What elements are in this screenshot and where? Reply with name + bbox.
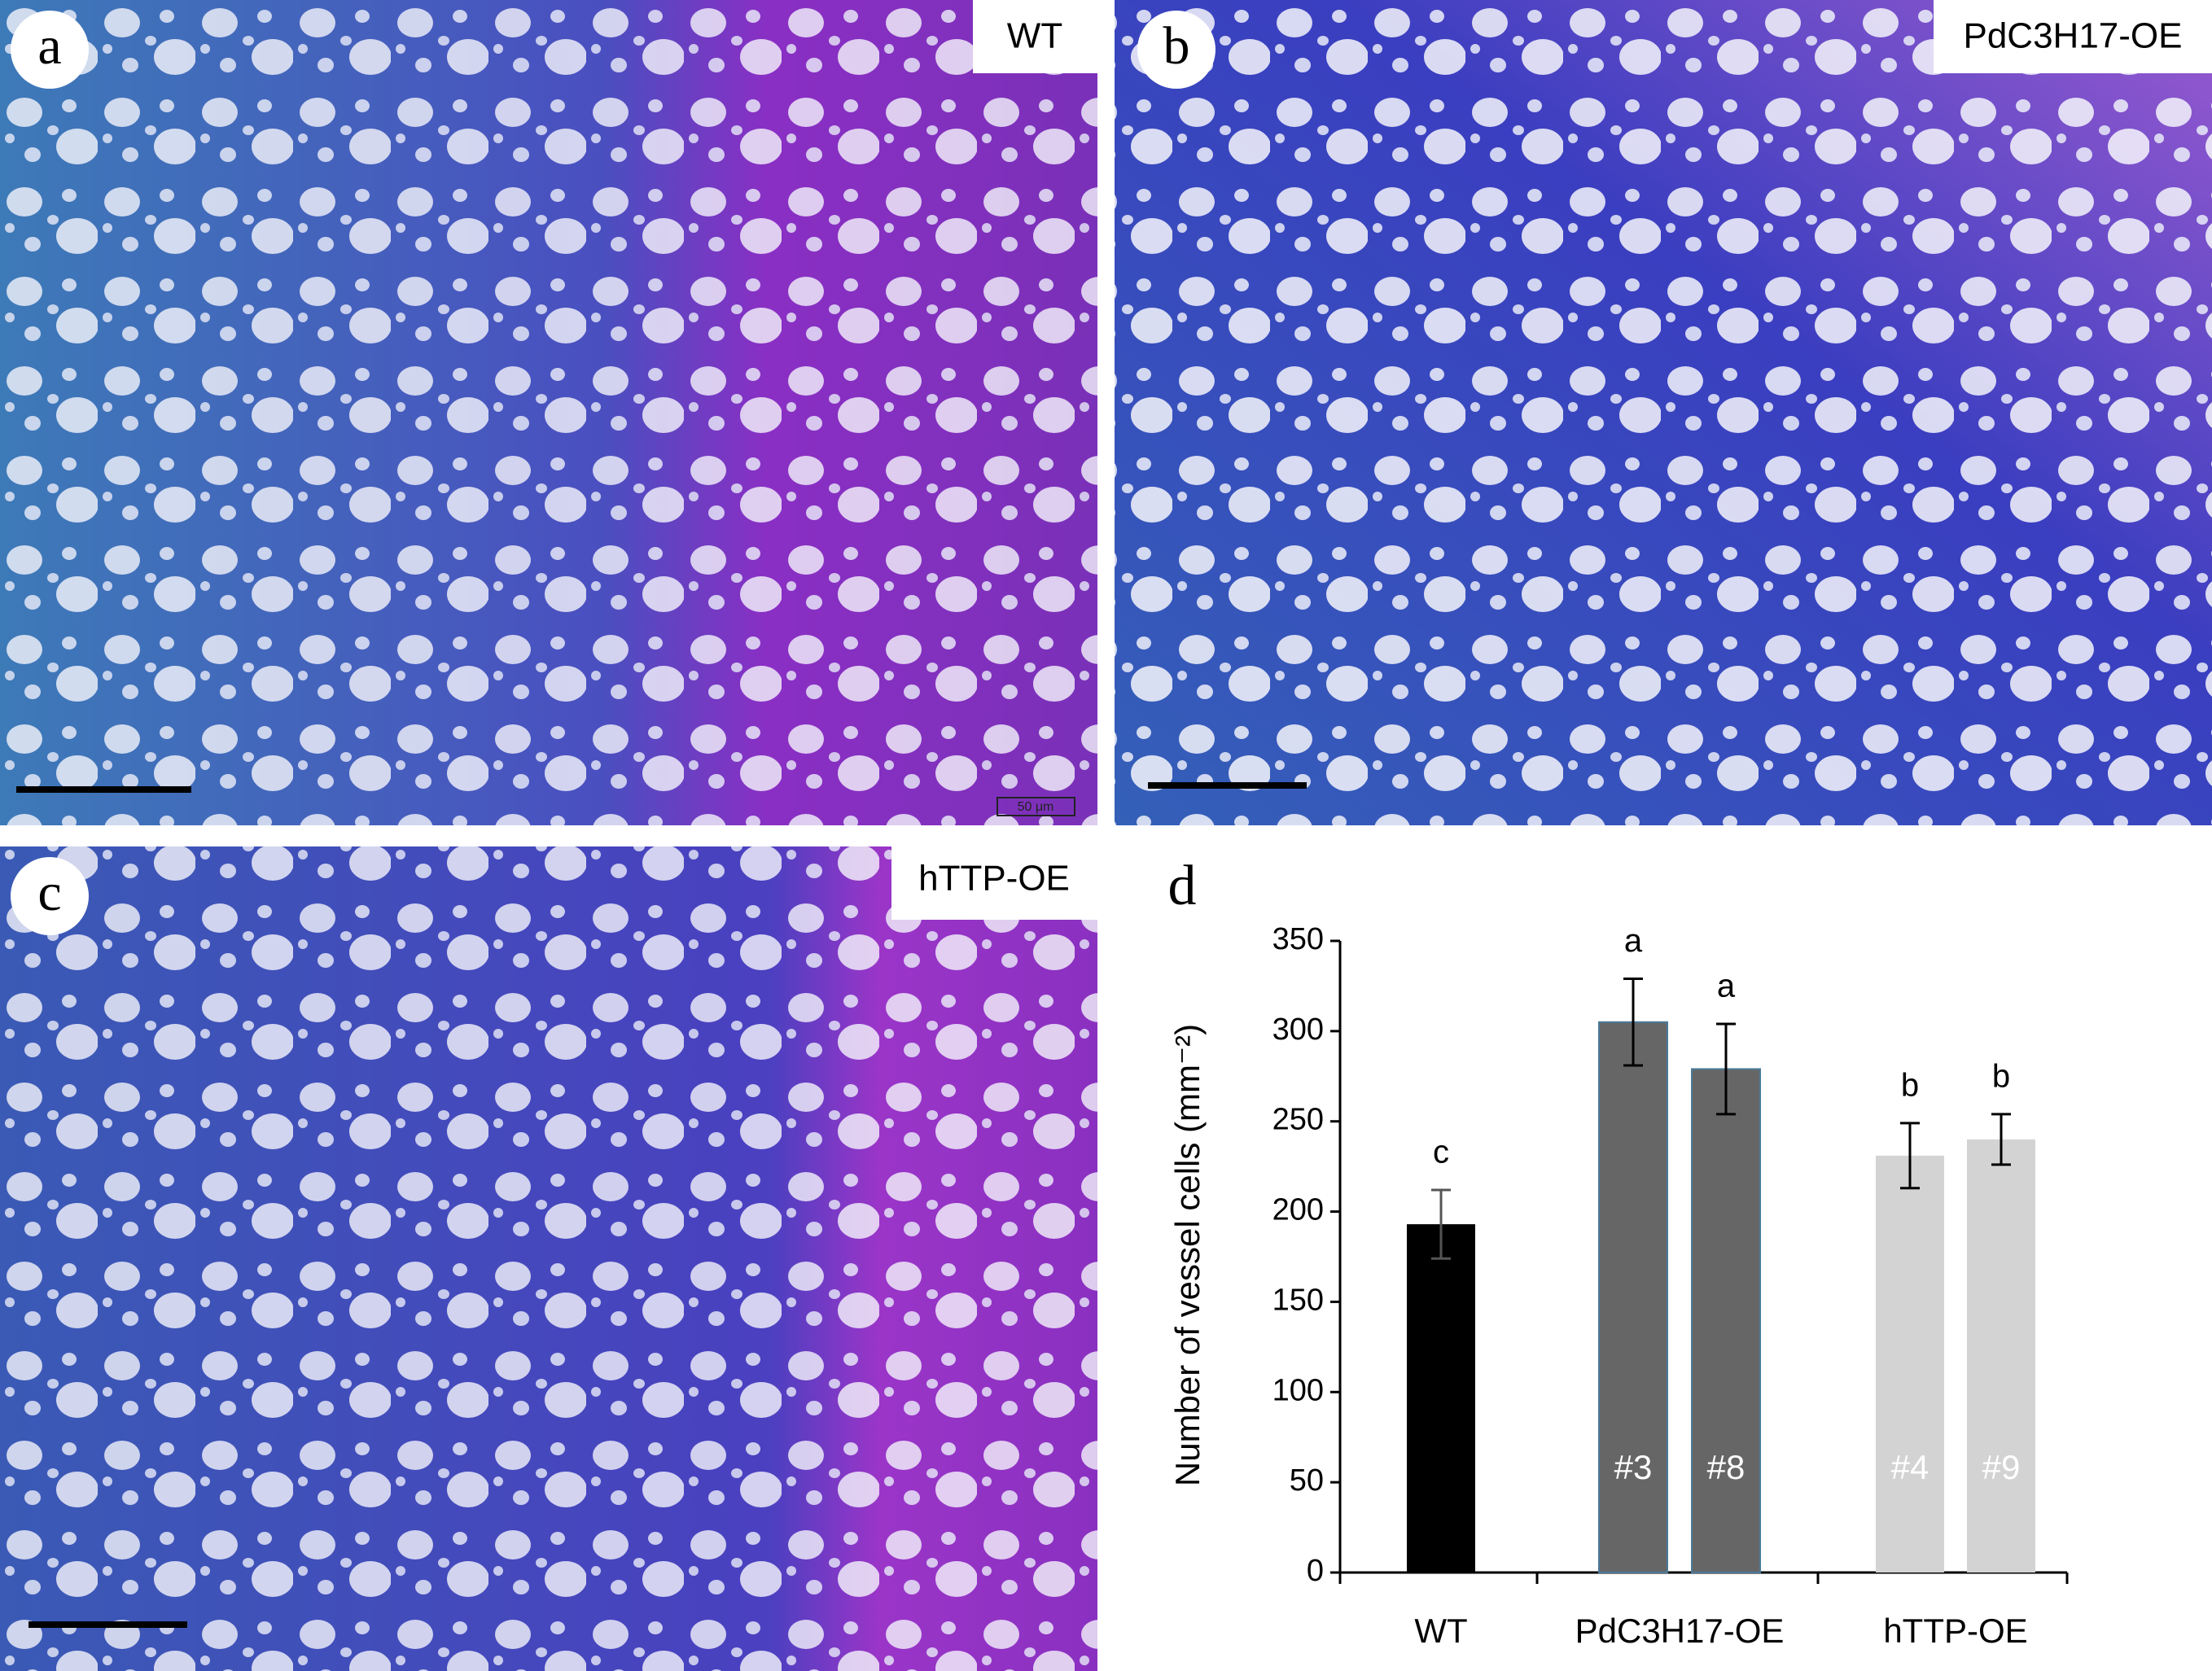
bar-label: #3 (1614, 1448, 1653, 1486)
letter-circle (11, 11, 89, 89)
micrograph-cells (0, 0, 1097, 825)
y-tick-label: 0 (1307, 1554, 1324, 1588)
label-box (973, 0, 1097, 73)
y-tick-label: 250 (1272, 1103, 1324, 1137)
y-tick-label: 200 (1272, 1193, 1324, 1227)
bar-chart: Number of vessel cells (mm⁻²) 0 50 100 150 2… (1168, 922, 2069, 1650)
panel-a: 50 μm WT a (0, 0, 1097, 825)
label-box (891, 846, 1097, 920)
significance-label: a (1717, 969, 1736, 1004)
bar (1691, 1068, 1761, 1573)
letter-circle (1137, 11, 1216, 89)
error-bar (1431, 1188, 1451, 1260)
label-box (1934, 0, 2212, 73)
error-bar (1900, 1122, 1920, 1190)
y-tick-label: 100 (1272, 1373, 1324, 1407)
letter-circle (11, 857, 89, 935)
error-bar (1716, 1022, 1736, 1116)
significance-label: c (1433, 1135, 1449, 1170)
error-bar (1991, 1113, 2011, 1166)
scale-text: 50 μm (1018, 800, 1054, 814)
y-tick-label: 300 (1272, 1013, 1324, 1047)
significance-label: b (1901, 1067, 1919, 1103)
bar (1598, 1021, 1668, 1574)
bar (1876, 1155, 1944, 1573)
panel-b: PdC3H17-OE b (1115, 0, 2212, 825)
panel-label: hTTP-OE (918, 859, 1070, 899)
panel-letter: c (37, 863, 61, 922)
panel-label: PdC3H17-OE (1963, 16, 2182, 56)
y-tick-label: 50 (1290, 1463, 1324, 1498)
y-axis-label: Number of vessel cells (mm⁻²) (1168, 1024, 1207, 1486)
y-tick-label: 150 (1272, 1283, 1324, 1317)
x-group-label: PdC3H17-OE (1575, 1612, 1785, 1650)
y-tick-label: 350 (1272, 922, 1324, 956)
panel-label: WT (1007, 16, 1062, 56)
significance-label: b (1992, 1058, 2010, 1094)
scale-box (996, 797, 1075, 816)
x-group-label: WT (1414, 1612, 1467, 1650)
bar-label: #9 (1982, 1448, 2021, 1486)
significance-label: a (1624, 923, 1643, 959)
bar-label: #8 (1707, 1448, 1746, 1486)
error-bar (1623, 978, 1643, 1067)
panel-letter: b (1163, 16, 1190, 76)
bar-label: #4 (1891, 1448, 1929, 1486)
bar (1407, 1224, 1475, 1573)
micrograph-cells (1115, 0, 2212, 825)
bar (1967, 1139, 2035, 1573)
micrograph-cells (0, 846, 1097, 1671)
panel-c: hTTP-OE c (0, 846, 1097, 1671)
panel-letter: a (37, 16, 61, 76)
panel-letter: d (1168, 855, 1197, 917)
x-group-label: hTTP-OE (1883, 1612, 2027, 1650)
